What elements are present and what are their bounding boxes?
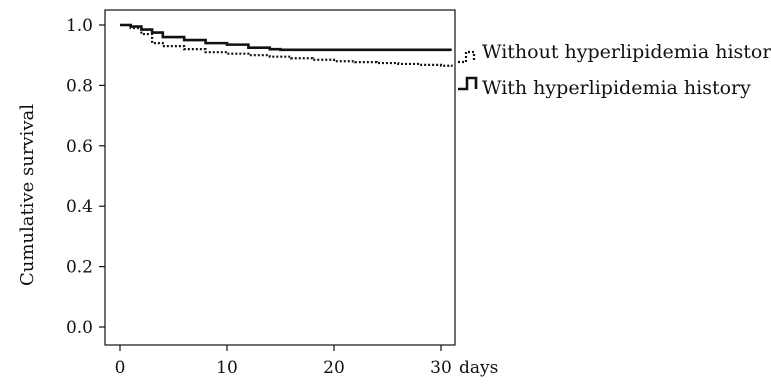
plot-border xyxy=(104,9,456,346)
legend-label-2: With hyperlipidemia history xyxy=(482,77,751,99)
x-tick-label: 20 xyxy=(323,358,345,378)
y-tick-label: 0.8 xyxy=(66,76,93,96)
series-line-1 xyxy=(120,23,453,67)
legend-key-1 xyxy=(458,50,476,64)
y-tick-label: 0.6 xyxy=(66,137,93,157)
series-line-2 xyxy=(120,23,452,52)
y-tick-label: 1.0 xyxy=(66,16,93,36)
series-layer xyxy=(120,23,453,67)
y-axis-title: Cumulative survival xyxy=(17,104,38,286)
x-axis-unit-label: days xyxy=(459,358,498,378)
tick-layer: 0 10 20 30 0.0 0.2 0.4 0.6 0.8 1.0 xyxy=(66,16,452,378)
x-tick-label: 0 xyxy=(115,358,126,378)
y-tick-label: 0.2 xyxy=(66,258,93,278)
y-tick-label: 0.0 xyxy=(66,318,93,338)
x-tick-label: 10 xyxy=(216,358,238,378)
plot-frame xyxy=(104,9,456,346)
x-tick-label: 30 xyxy=(430,358,452,378)
legend-label-1: Without hyperlipidemia history xyxy=(482,41,771,63)
y-tick-label: 0.4 xyxy=(66,197,93,217)
legend: Without hyperlipidemia history With hyper… xyxy=(458,41,771,99)
legend-key-2 xyxy=(458,76,478,91)
